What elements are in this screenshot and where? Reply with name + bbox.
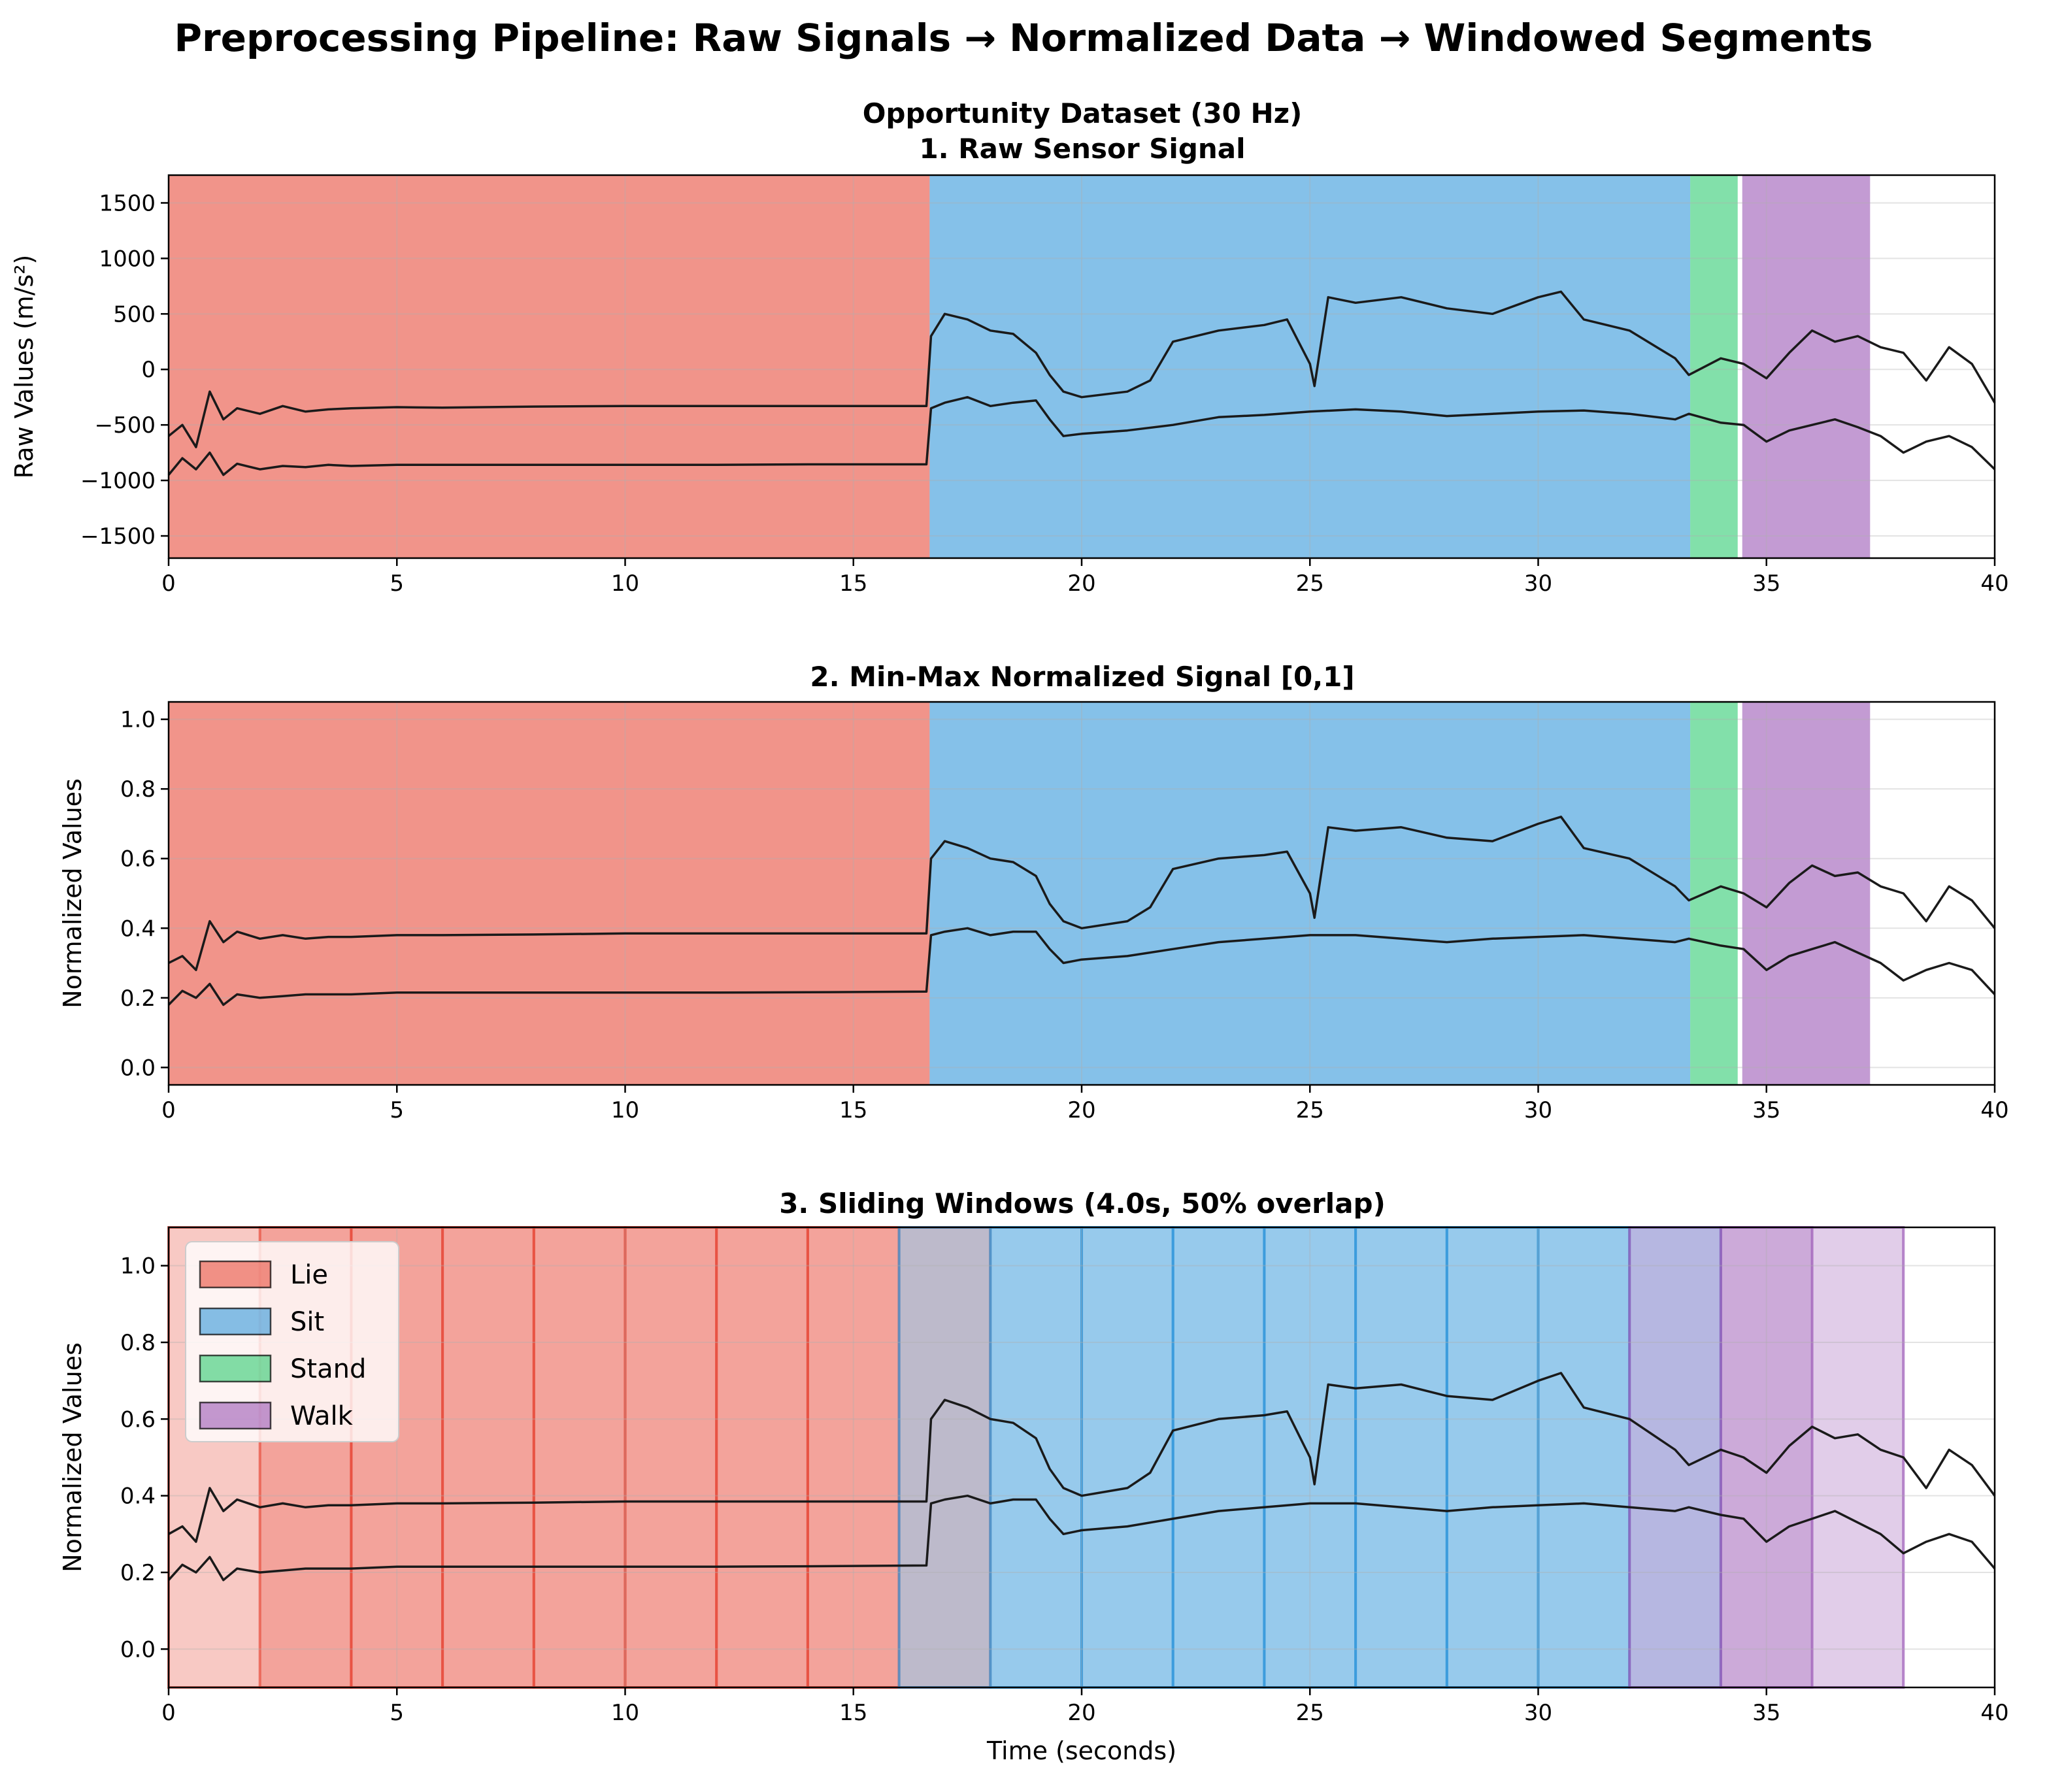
x-tick-label: 20 bbox=[1067, 571, 1095, 597]
x-tick-label: 20 bbox=[1067, 1097, 1095, 1123]
figure-title: Preprocessing Pipeline: Raw Signals → No… bbox=[175, 16, 1873, 60]
x-tick-label: 40 bbox=[1980, 571, 2008, 597]
x-tick-label: 40 bbox=[1980, 1700, 2008, 1726]
x-tick-label: 30 bbox=[1524, 1097, 1552, 1123]
legend-label-sit: Sit bbox=[290, 1307, 324, 1337]
y-tick-label: 0.6 bbox=[120, 1406, 156, 1433]
x-tick-label: 35 bbox=[1752, 571, 1780, 597]
x-tick-label: 35 bbox=[1752, 1700, 1780, 1726]
legend-swatch-walk bbox=[199, 1401, 272, 1430]
y-tick-label: 0.2 bbox=[120, 986, 156, 1012]
legend-swatch-stand bbox=[199, 1354, 272, 1383]
x-tick-label: 30 bbox=[1524, 571, 1552, 597]
panel-2-title: 2. Min-Max Normalized Signal [0,1] bbox=[810, 661, 1354, 693]
legend: Lie Sit Stand Walk bbox=[185, 1241, 399, 1442]
panel-2: 0 5 10 15 20 25 30 35 40 0.0 0.2 0.4 0.6 0.8 1.0 Normal… bbox=[58, 701, 2009, 1123]
signal-line-2 bbox=[167, 395, 1996, 476]
y-tick-label: 0.8 bbox=[120, 776, 156, 803]
y-tick-label: 0.8 bbox=[120, 1330, 156, 1356]
x-tick-label: 20 bbox=[1067, 1700, 1095, 1726]
y-tick-label: 0.0 bbox=[120, 1636, 156, 1663]
region-stand bbox=[1690, 175, 1738, 558]
dataset-label: Opportunity Dataset (30 Hz) bbox=[863, 97, 1303, 129]
x-tick-label: 15 bbox=[839, 571, 867, 597]
x-tick-label: 30 bbox=[1524, 1700, 1552, 1726]
legend-label-walk: Walk bbox=[290, 1401, 354, 1431]
x-tick-label: 25 bbox=[1296, 571, 1324, 597]
y-tick-label: 0.2 bbox=[120, 1560, 156, 1586]
x-tick-label: 15 bbox=[839, 1097, 867, 1123]
panel-1: 0 5 10 15 20 25 30 35 40 −1500 −1000 −500 0 500 1000 15… bbox=[10, 174, 2009, 597]
region-walk bbox=[1742, 702, 1871, 1085]
y-axis-label: Normalized Values bbox=[58, 778, 87, 1008]
panel-1-title: 1. Raw Sensor Signal bbox=[919, 133, 1245, 165]
y-tick-label: 1000 bbox=[99, 246, 156, 272]
panel-3-title: 3. Sliding Windows (4.0s, 50% overlap) bbox=[779, 1187, 1386, 1220]
legend-swatch-sit bbox=[199, 1307, 272, 1336]
x-tick-label: 0 bbox=[161, 1700, 176, 1726]
x-tick-label: 35 bbox=[1752, 1097, 1780, 1123]
y-tick-label: −1500 bbox=[80, 523, 156, 550]
x-tick-label: 25 bbox=[1296, 1700, 1324, 1726]
y-tick-label: 0.4 bbox=[120, 1484, 156, 1510]
y-axis-label: Normalized Values bbox=[58, 1342, 87, 1572]
y-tick-label: 0.0 bbox=[120, 1055, 156, 1081]
x-tick-label: 10 bbox=[611, 571, 639, 597]
window-17 bbox=[1719, 1226, 1905, 1689]
region-lie bbox=[169, 175, 930, 558]
x-tick-label: 5 bbox=[390, 1097, 404, 1123]
y-tick-label: 1.0 bbox=[120, 1253, 156, 1280]
signal-line-1 bbox=[168, 816, 1996, 971]
signal-line-1 bbox=[167, 290, 1996, 448]
y-tick-label: 0.6 bbox=[120, 846, 156, 872]
signal-line-2 bbox=[167, 1494, 1996, 1582]
x-tick-label: 25 bbox=[1296, 1097, 1324, 1123]
x-tick-label: 5 bbox=[390, 1700, 404, 1726]
y-tick-label: −1000 bbox=[80, 468, 156, 494]
y-tick-label: 0.4 bbox=[120, 916, 156, 942]
y-tick-label: 1.0 bbox=[120, 707, 156, 733]
x-tick-label: 0 bbox=[161, 1097, 176, 1123]
signal-line-2 bbox=[167, 927, 1996, 1006]
region-lie bbox=[169, 702, 930, 1085]
x-tick-label: 10 bbox=[611, 1097, 639, 1123]
x-tick-label: 15 bbox=[839, 1700, 867, 1726]
legend-box bbox=[185, 1241, 399, 1442]
region-walk bbox=[1742, 175, 1871, 558]
x-tick-label: 0 bbox=[161, 571, 176, 597]
legend-swatch-lie bbox=[199, 1260, 272, 1289]
x-axis-label: Time (seconds) bbox=[986, 1736, 1176, 1765]
x-tick-label: 5 bbox=[390, 571, 404, 597]
legend-label-stand: Stand bbox=[290, 1354, 366, 1384]
chart-panels: 0 5 10 15 20 25 30 35 40−1500−1000−5000500100015… bbox=[10, 174, 2009, 1765]
x-tick-label: 40 bbox=[1980, 1097, 2008, 1123]
panel-3: 0 5 10 15 20 25 30 35 40 0.0 0.2 0.4 0.6 0.8 1.0 Normal… bbox=[58, 1226, 2009, 1765]
y-tick-label: −500 bbox=[95, 412, 156, 439]
y-axis-label: Raw Values (m/s²) bbox=[10, 255, 39, 479]
signal-line-1 bbox=[168, 1372, 1996, 1543]
y-tick-label: 500 bbox=[113, 301, 156, 327]
y-tick-label: 0 bbox=[141, 357, 156, 383]
x-tick-label: 10 bbox=[611, 1700, 639, 1726]
y-tick-label: 1500 bbox=[99, 190, 156, 216]
legend-label-lie: Lie bbox=[290, 1260, 328, 1290]
region-stand bbox=[1690, 702, 1738, 1085]
